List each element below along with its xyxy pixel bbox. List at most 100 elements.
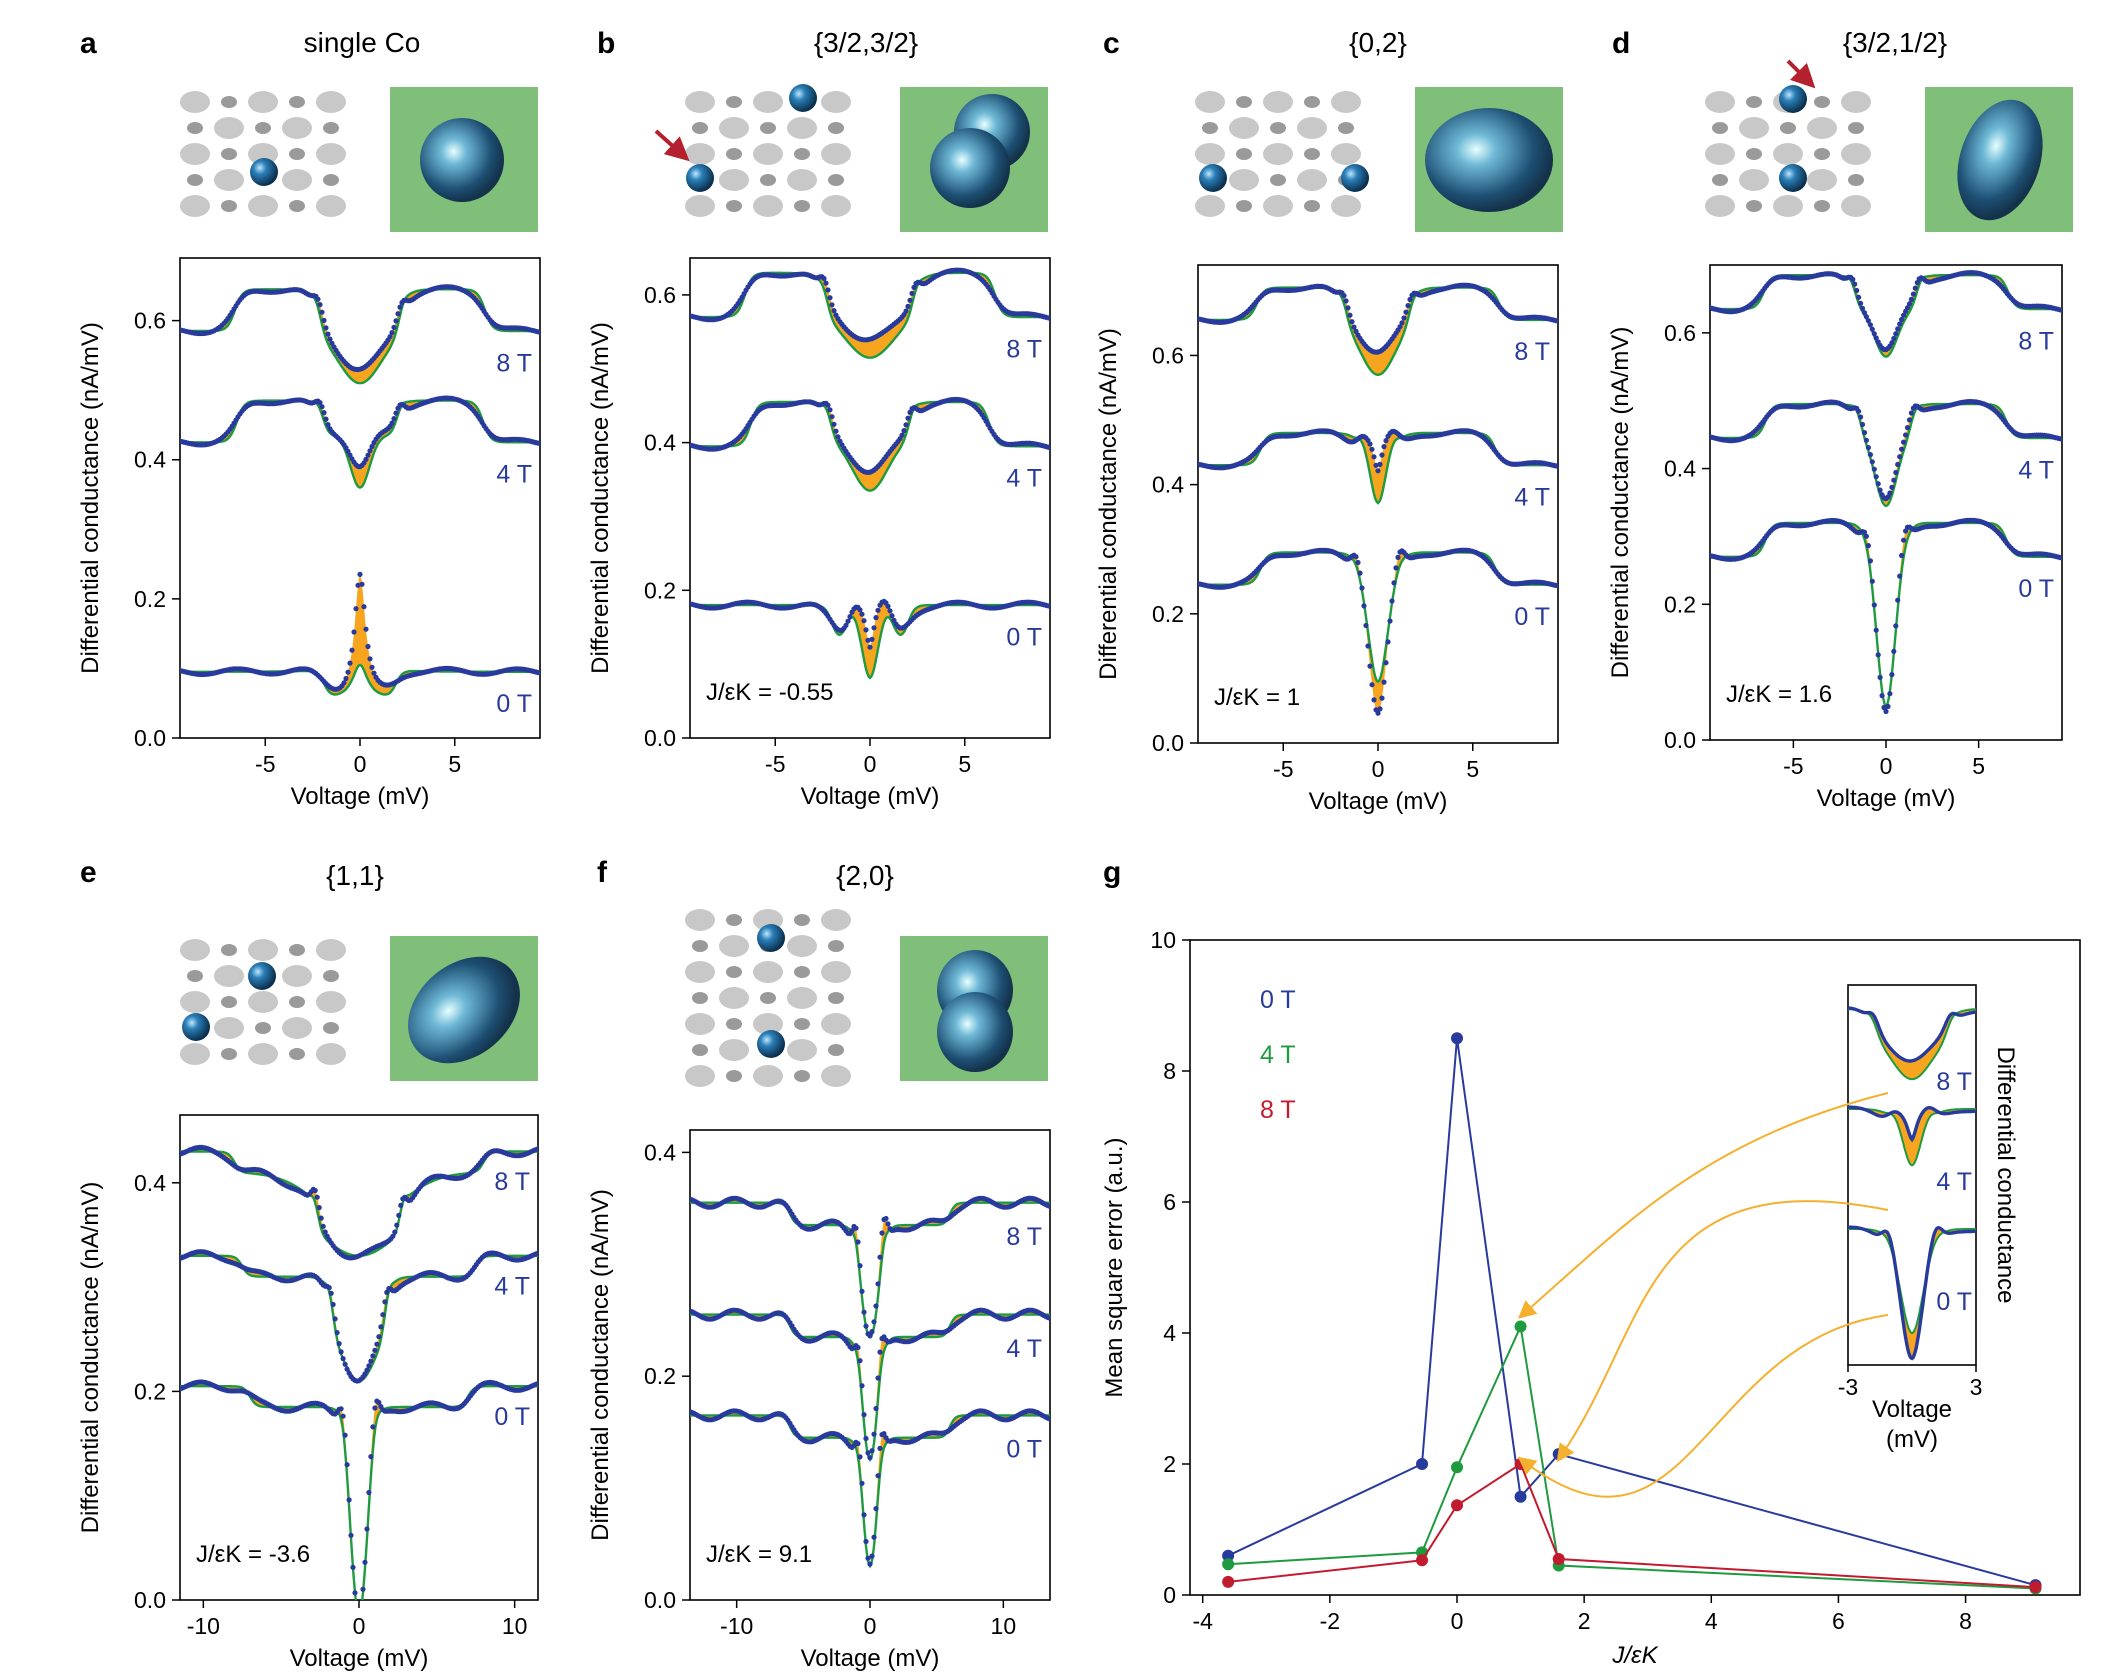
inset-fit-line xyxy=(1848,1108,1976,1167)
y-tick-label: 0.2 xyxy=(1664,591,1696,617)
y-tick-label: 0.4 xyxy=(1664,456,1696,482)
substrate-site xyxy=(787,169,817,191)
data-points-4t xyxy=(1710,398,2062,502)
y-axis-label: Differential conductance (nA/mV) xyxy=(77,322,104,674)
inset-tick-label: 3 xyxy=(1970,1374,1983,1400)
x-axis-label: Voltage (mV) xyxy=(290,1645,429,1672)
panel-title-f: {2,0} xyxy=(836,860,894,891)
y-tick-label: 0.2 xyxy=(1152,601,1184,627)
substrate-site xyxy=(692,122,708,134)
y-tick-label: 2 xyxy=(1163,1451,1176,1477)
x-tick-label: 0 xyxy=(1880,753,1893,779)
inset-ylabel: Differential conductance xyxy=(1992,1046,2019,1303)
y-tick-label: 0.0 xyxy=(644,1587,676,1613)
y-tick-label: 0.4 xyxy=(134,1170,166,1196)
substrate-site xyxy=(1807,117,1837,139)
y-tick-label: 0.0 xyxy=(134,725,166,751)
field-label-8t: 8 T xyxy=(1006,335,1042,363)
plot-frame xyxy=(179,1114,539,1601)
co-atom-icon xyxy=(250,158,278,186)
x-axis-label: Voltage (mV) xyxy=(1309,788,1448,815)
x-tick-label: 5 xyxy=(1466,756,1479,782)
substrate-site xyxy=(1304,96,1320,108)
substrate-site xyxy=(180,91,210,113)
mse-point xyxy=(1514,1490,1527,1503)
data-points-8t xyxy=(1710,270,2062,353)
y-tick-label: 0.6 xyxy=(134,308,166,334)
y-tick-label: 0.0 xyxy=(1664,727,1696,753)
substrate-site xyxy=(180,1043,210,1065)
schematic-e xyxy=(180,939,346,1065)
x-tick-label: -4 xyxy=(1192,1608,1213,1634)
field-label-8t: 8 T xyxy=(496,349,532,377)
substrate-site xyxy=(685,909,715,931)
x-axis-label: Voltage (mV) xyxy=(291,783,430,810)
field-label-4t: 4 T xyxy=(496,461,532,489)
panel-title-a: single Co xyxy=(304,27,421,58)
substrate-site xyxy=(1270,174,1286,186)
substrate-site xyxy=(289,200,305,212)
field-label-8t: 8 T xyxy=(1514,338,1550,366)
y-axis-label: Differential conductance (nA/mV) xyxy=(1607,327,1634,679)
substrate-site xyxy=(1848,174,1864,186)
stm-blob xyxy=(408,956,520,1064)
substrate-site xyxy=(719,1039,749,1061)
field-label-4t: 4 T xyxy=(1006,465,1042,493)
mse-point xyxy=(1222,1549,1235,1562)
substrate-site xyxy=(821,143,851,165)
field-label-0t: 0 T xyxy=(494,1403,530,1431)
substrate-site xyxy=(282,1017,312,1039)
data-points-8t xyxy=(180,284,540,373)
substrate-site xyxy=(316,143,346,165)
substrate-site xyxy=(794,966,810,978)
substrate-site xyxy=(282,169,312,191)
orange-arrow-icon xyxy=(1517,1092,1889,1319)
substrate-site xyxy=(1263,91,1293,113)
difference-area-8t xyxy=(690,270,1050,358)
substrate-site xyxy=(1712,122,1728,134)
substrate-site xyxy=(1705,195,1735,217)
y-axis-label: Differential conductance (nA/mV) xyxy=(587,1189,614,1541)
substrate-site xyxy=(323,122,339,134)
series-layer xyxy=(180,284,540,696)
substrate-site xyxy=(316,939,346,961)
substrate-site xyxy=(1331,195,1361,217)
y-tick-label: 0.4 xyxy=(1152,472,1184,498)
substrate-site xyxy=(821,1065,851,1087)
mse-point xyxy=(1514,1320,1527,1333)
substrate-site xyxy=(719,117,749,139)
legend-entry: 4 T xyxy=(1260,1041,1296,1069)
fit-line-4t xyxy=(180,1254,538,1383)
substrate-site xyxy=(180,991,210,1013)
substrate-site xyxy=(1236,148,1252,160)
substrate-site xyxy=(1331,143,1361,165)
x-axis-label: Voltage (mV) xyxy=(801,783,940,810)
inset-tick-label: -3 xyxy=(1838,1374,1858,1400)
substrate-site xyxy=(1705,91,1735,113)
substrate-site xyxy=(1195,143,1225,165)
inset-field-label: 4 T xyxy=(1936,1168,1972,1196)
substrate-site xyxy=(753,961,783,983)
panel-title-b: {3/2,3/2} xyxy=(814,27,918,58)
substrate-site xyxy=(821,1013,851,1035)
panel-g-chart: -4 -2 0 2 4 6 8 0 2 4 6 8 10 J/εK Mean square error (a… xyxy=(1101,927,2081,1669)
substrate-site xyxy=(1780,122,1796,134)
data-points-4t xyxy=(180,1249,538,1384)
panel-label-g: g xyxy=(1103,856,1121,889)
y-tick-label: 0.2 xyxy=(644,1363,676,1389)
substrate-site xyxy=(1773,143,1803,165)
co-atom-icon xyxy=(789,84,817,112)
substrate-site xyxy=(1304,148,1320,160)
substrate-site xyxy=(289,148,305,160)
stm-image-d xyxy=(1925,87,2073,232)
substrate-site xyxy=(719,935,749,957)
x-tick-label: 4 xyxy=(1705,1608,1718,1634)
substrate-site xyxy=(1841,143,1871,165)
legend-entry: 0 T xyxy=(1260,986,1296,1014)
substrate-site xyxy=(221,96,237,108)
x-tick-label: -10 xyxy=(187,1613,220,1639)
inset-data-line xyxy=(1847,1225,1977,1361)
substrate-site xyxy=(1841,195,1871,217)
x-tick-label: 0 xyxy=(353,1613,366,1639)
